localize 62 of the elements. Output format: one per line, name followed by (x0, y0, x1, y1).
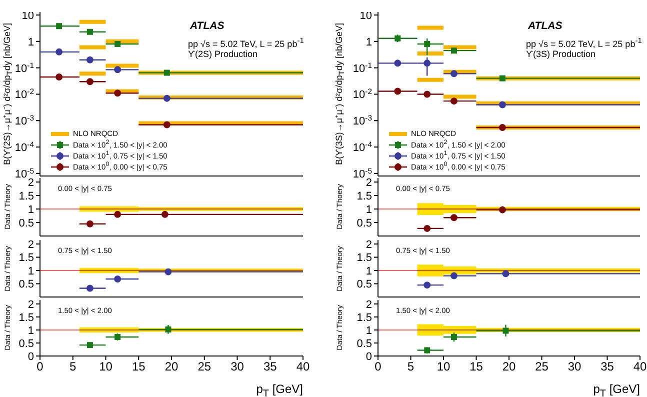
x-tick-label: 10 (436, 360, 450, 374)
x-tick-label: 10 (99, 360, 113, 374)
x-tick-label: 15 (132, 360, 146, 374)
y-tick-label: 1.5 (356, 312, 372, 324)
y-tick-label: 1 (28, 324, 34, 337)
x-tick-label: 40 (633, 360, 647, 374)
y-tick-label: 10$^{-4}$ (14, 140, 35, 154)
y-tick-label: 0.5 (18, 338, 34, 350)
x-tick-label: 20 (502, 360, 516, 374)
y-tick-label: 1 (28, 265, 34, 278)
y-tick-label: 10$^{-1}$ (14, 60, 34, 75)
y-tick-label: 2 (366, 177, 372, 190)
y-tick-label: 0.5 (18, 218, 34, 230)
y-tick-label: 10$^{-2}$ (352, 86, 372, 102)
x-tick-label: 40 (296, 360, 310, 374)
y-tick-label: 1.5 (18, 190, 34, 203)
y-tick-label: 2 (366, 238, 372, 251)
x-tick-label: 25 (198, 360, 212, 374)
y-tick-label: 2 (28, 177, 34, 190)
y-tick-label: 1 (366, 36, 372, 48)
y-tick-label: 0.5 (356, 218, 372, 230)
annotation: ATLAS (190, 20, 224, 32)
y-tick-label: 2 (28, 238, 34, 251)
x-tick-label: 5 (407, 360, 414, 374)
y-tick-label: 0 (366, 351, 372, 363)
y-tick-label: 1 (366, 204, 372, 216)
x-axis-title: p$_{T}$ [GeV] (256, 382, 303, 397)
y-tick-label: 0.5 (356, 278, 372, 291)
annotation: pp √s = 5.02 TeV, L = 25 pb$^{-1}$ (188, 36, 304, 49)
y-tick-label: 0.5 (356, 338, 372, 350)
y-tick-label: 1 (28, 204, 34, 216)
annotation: ATLAS (528, 20, 562, 32)
x-tick-label: 35 (263, 360, 278, 374)
y-tick-label: 10$^{-2}$ (14, 86, 34, 102)
y-tick-label: 1 (28, 36, 34, 48)
x-tick-label: 5 (70, 360, 77, 374)
annotation: ϒ(3S) Production (526, 49, 596, 59)
x-tick-label: 30 (230, 360, 244, 374)
y-tick-label: 10$^{-1}$ (352, 60, 372, 75)
y-tick-label: 1 (366, 265, 372, 278)
x-tick-label: 0 (374, 360, 382, 374)
y-tick-label: 0 (28, 351, 34, 363)
x-tick-label: 30 (568, 360, 582, 374)
y-tick-label: 2 (366, 298, 372, 311)
y-tick-label: 0.5 (18, 278, 34, 291)
y-tick-label: 1.5 (18, 252, 34, 264)
x-tick-label: 15 (470, 360, 484, 374)
y-tick-label: 1.5 (18, 312, 34, 324)
y-tick-label: 1 (366, 324, 372, 337)
y-tick-label: 10$^{-4}$ (352, 140, 373, 154)
y-tick-label: 1.5 (356, 190, 372, 203)
x-tick-label: 20 (164, 360, 178, 374)
annotation: ϒ(2S) Production (188, 49, 258, 59)
y-tick-label: 10$^{-3}$ (14, 113, 34, 128)
x-axis-title: p$_{T}$ [GeV] (593, 382, 640, 397)
y-tick-label: 1.5 (356, 252, 372, 264)
x-tick-label: 0 (36, 360, 44, 374)
x-tick-label: 35 (600, 360, 614, 374)
y-tick-label: 2 (28, 298, 34, 311)
annotation: pp √s = 5.02 TeV, L = 25 pb$^{-1}$ (526, 36, 642, 49)
y-tick-label: 10$^{-3}$ (352, 113, 372, 128)
x-tick-label: 25 (535, 360, 549, 374)
